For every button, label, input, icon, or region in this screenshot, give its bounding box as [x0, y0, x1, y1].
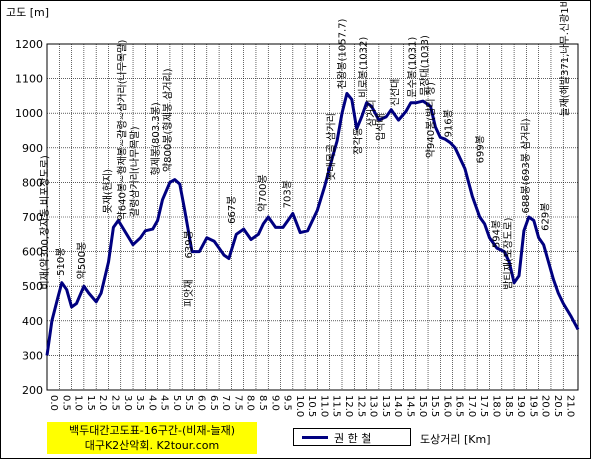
x-tick-label: 3.5 [134, 395, 145, 411]
y-tick-label: 1100 [15, 73, 43, 86]
chart-title-box: 백두대간고도표-16구간-(비재-늘재) 대구K2산악회. K2tour.com [47, 422, 257, 454]
x-tick-label: 15.0 [417, 395, 428, 417]
x-tick-label: 16.5 [454, 395, 465, 417]
x-tick-label: 21.0 [564, 395, 575, 417]
x-tick-label: 18.0 [491, 395, 502, 417]
x-tick-label: 19.0 [515, 395, 526, 417]
legend-line-swatch [302, 436, 328, 439]
x-tick-label: 5.5 [183, 395, 194, 411]
x-tick-label: 11.5 [331, 395, 342, 417]
y-tick-label: 800 [22, 176, 43, 189]
annotation-label: 갈령삼거리(나무목말) [128, 126, 141, 217]
annotation-label: 약640봉~형제봉~갈령~삼거리(나무목말) [116, 40, 129, 221]
annotation-label: 688봉(693봉 삼거리) [520, 118, 532, 213]
x-tick-label: 0.0 [48, 395, 59, 411]
x-tick-label: 10.5 [306, 395, 317, 417]
annotation-label: 699봉 [474, 135, 486, 163]
x-tick-label: 18.5 [503, 395, 514, 417]
annotation-label: 639봉 [183, 230, 195, 258]
x-tick-label: 11.0 [318, 395, 329, 417]
chart-title-line-1: 백두대간고도표-16구간-(비재-늘재) [68, 424, 236, 437]
annotation-label: 703봉 [281, 180, 293, 208]
annotation-label: 못대목골 삼거리 [326, 113, 338, 181]
x-tick-label: 17.5 [478, 395, 489, 417]
y-tick-label: 1000 [15, 107, 43, 120]
y-tick-label: 1200 [15, 38, 43, 51]
x-tick-label: 12.0 [343, 395, 354, 417]
y-tick-label: 700 [22, 211, 43, 224]
y-tick-label: 200 [22, 384, 43, 397]
legend: 권 한 철 [293, 428, 411, 446]
x-tick-label: 9.0 [269, 395, 280, 411]
annotation-label: 약500봉 [76, 242, 88, 280]
annotation-label: 못재(헌지) [102, 169, 114, 214]
x-tick-label: 8.5 [257, 395, 268, 411]
annotation-label: 510봉 [55, 248, 67, 276]
x-tick-label: 7.5 [232, 395, 243, 411]
annotation-label: 비로봉(1032) [358, 37, 370, 98]
x-tick-label: 14.0 [392, 395, 403, 417]
x-tick-label: 6.5 [208, 395, 219, 411]
annotation-label: 신선대 [390, 79, 402, 107]
annotation-label: 비재(약300,장자동.비포장도로) [39, 155, 51, 290]
x-tick-label: 8.0 [245, 395, 256, 411]
annotation-label: 문수봉(1031) [407, 37, 419, 98]
x-tick-label: 0.5 [60, 395, 71, 411]
x-tick-label: 2.5 [109, 395, 120, 411]
series-line [45, 92, 580, 356]
x-tick-label: 9.5 [282, 395, 293, 411]
y-tick-label: 600 [22, 246, 43, 259]
y-tick-label: 400 [22, 315, 43, 328]
x-tick-label: 6.0 [196, 395, 207, 411]
annotation-label: 장각동 [353, 127, 365, 155]
annotation-label: 629봉 [540, 203, 552, 231]
x-tick-label: 14.5 [404, 395, 415, 417]
x-tick-label: 7.0 [220, 395, 231, 411]
x-tick-label: 10.0 [294, 395, 305, 417]
y-tick-label: 500 [22, 280, 43, 293]
annotation-label: 문장대(1033) [419, 35, 431, 96]
x-tick-label: 20.5 [552, 395, 563, 417]
x-tick-label: 16.0 [441, 395, 452, 417]
annotation-label: 삼거리 [366, 99, 378, 127]
y-tick-label: 300 [22, 349, 43, 362]
x-tick-label: 20.0 [540, 395, 551, 417]
x-tick-label: 13.0 [368, 395, 379, 417]
annotation-label: 약940봉(밤티 장) [425, 82, 437, 158]
x-tick-label: 1.5 [85, 395, 96, 411]
x-tick-label: 4.0 [146, 395, 157, 411]
chart-title-line-2: 대구K2산악회. K2tour.com [84, 439, 220, 452]
x-tick-label: 2.0 [97, 395, 108, 411]
legend-label: 권 한 철 [334, 432, 372, 445]
x-tick-label: 1.0 [73, 395, 84, 411]
x-tick-label: 3.0 [122, 395, 133, 411]
y-tick-label: 900 [22, 142, 43, 155]
annotation-label: 천왕봉(1057.7) [337, 18, 349, 88]
y-axis-label: 고도 [m] [6, 6, 50, 19]
annotation-label: 약800봉(형제봉 삼거리) [162, 68, 174, 172]
annotation-label: 916봉 [442, 109, 454, 137]
x-tick-label: 5.0 [171, 395, 182, 411]
x-axis-label: 도상거리 [Km] [420, 433, 491, 446]
annotation-label: 약700봉 [257, 174, 269, 212]
x-tick-label: 17.0 [466, 395, 477, 417]
annotation-label: 늘재(해발371,나무.신광1비,392m)방포 [558, 0, 571, 117]
x-tick-label: 12.5 [355, 395, 366, 417]
x-tick-label: 19.5 [527, 395, 538, 417]
annotation-label: 형제봉(803.3봉) [150, 102, 162, 175]
annotation-label: 입석대 [374, 113, 387, 141]
x-tick-label: 4.5 [159, 395, 170, 411]
annotation-label: 밤티재(포장도로) [503, 217, 515, 289]
x-tick-label: 13.5 [380, 395, 391, 417]
annotation-label: 594봉 [490, 220, 502, 248]
annotation-label: 667봉 [226, 196, 238, 224]
x-tick-label: 15.5 [429, 395, 440, 417]
annotation-label: 피앗재 [183, 279, 195, 307]
